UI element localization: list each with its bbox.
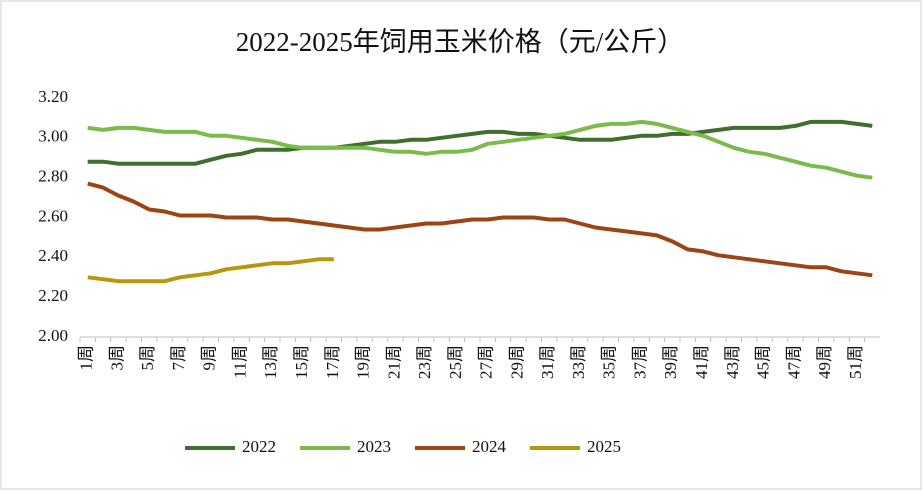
x-tick-label: 5周 bbox=[138, 345, 157, 371]
y-tick-label: 2.00 bbox=[38, 326, 68, 345]
legend-label: 2025 bbox=[587, 437, 621, 456]
x-tick-label: 29周 bbox=[507, 345, 526, 379]
x-tick-label: 3周 bbox=[107, 345, 126, 371]
x-tick-label: 13周 bbox=[261, 345, 280, 379]
x-tick-label: 11周 bbox=[230, 345, 249, 378]
x-tick-label: 1周 bbox=[77, 345, 96, 371]
y-tick-label: 3.20 bbox=[38, 87, 68, 106]
x-tick-label: 15周 bbox=[292, 345, 311, 379]
x-tick-label: 41周 bbox=[692, 345, 711, 379]
x-tick-label: 23周 bbox=[415, 345, 434, 379]
x-tick-label: 47周 bbox=[784, 345, 803, 379]
legend-label: 2022 bbox=[242, 437, 276, 456]
series-line bbox=[87, 119, 873, 180]
x-tick-label: 45周 bbox=[754, 345, 773, 379]
legend-label: 2023 bbox=[357, 437, 391, 456]
y-tick-label: 2.80 bbox=[38, 167, 68, 186]
series-line bbox=[87, 257, 334, 284]
x-tick-label: 35周 bbox=[600, 345, 619, 379]
y-tick-label: 3.00 bbox=[38, 127, 68, 146]
x-tick-label: 17周 bbox=[323, 345, 342, 379]
series-line bbox=[87, 119, 873, 166]
x-tick-label: 21周 bbox=[384, 345, 403, 379]
y-tick-label: 2.60 bbox=[38, 206, 68, 225]
x-tick-label: 27周 bbox=[477, 345, 496, 379]
y-tick-label: 2.20 bbox=[38, 286, 68, 305]
legend-label: 2024 bbox=[472, 437, 507, 456]
x-tick-label: 19周 bbox=[354, 345, 373, 379]
x-tick-label: 39周 bbox=[661, 345, 680, 379]
x-tick-label: 31周 bbox=[538, 345, 557, 379]
x-tick-label: 37周 bbox=[630, 345, 649, 379]
x-tick-label: 9周 bbox=[200, 345, 219, 371]
x-tick-label: 49周 bbox=[815, 345, 834, 379]
series-line bbox=[87, 181, 873, 278]
x-tick-label: 25周 bbox=[446, 345, 465, 379]
x-tick-label: 51周 bbox=[846, 345, 865, 379]
chart-title: 2022-2025年饲用玉米价格（元/公斤） bbox=[236, 27, 685, 57]
y-tick-label: 2.40 bbox=[38, 246, 68, 265]
x-tick-label: 43周 bbox=[723, 345, 742, 379]
x-tick-label: 33周 bbox=[569, 345, 588, 379]
x-tick-label: 7周 bbox=[169, 345, 188, 371]
